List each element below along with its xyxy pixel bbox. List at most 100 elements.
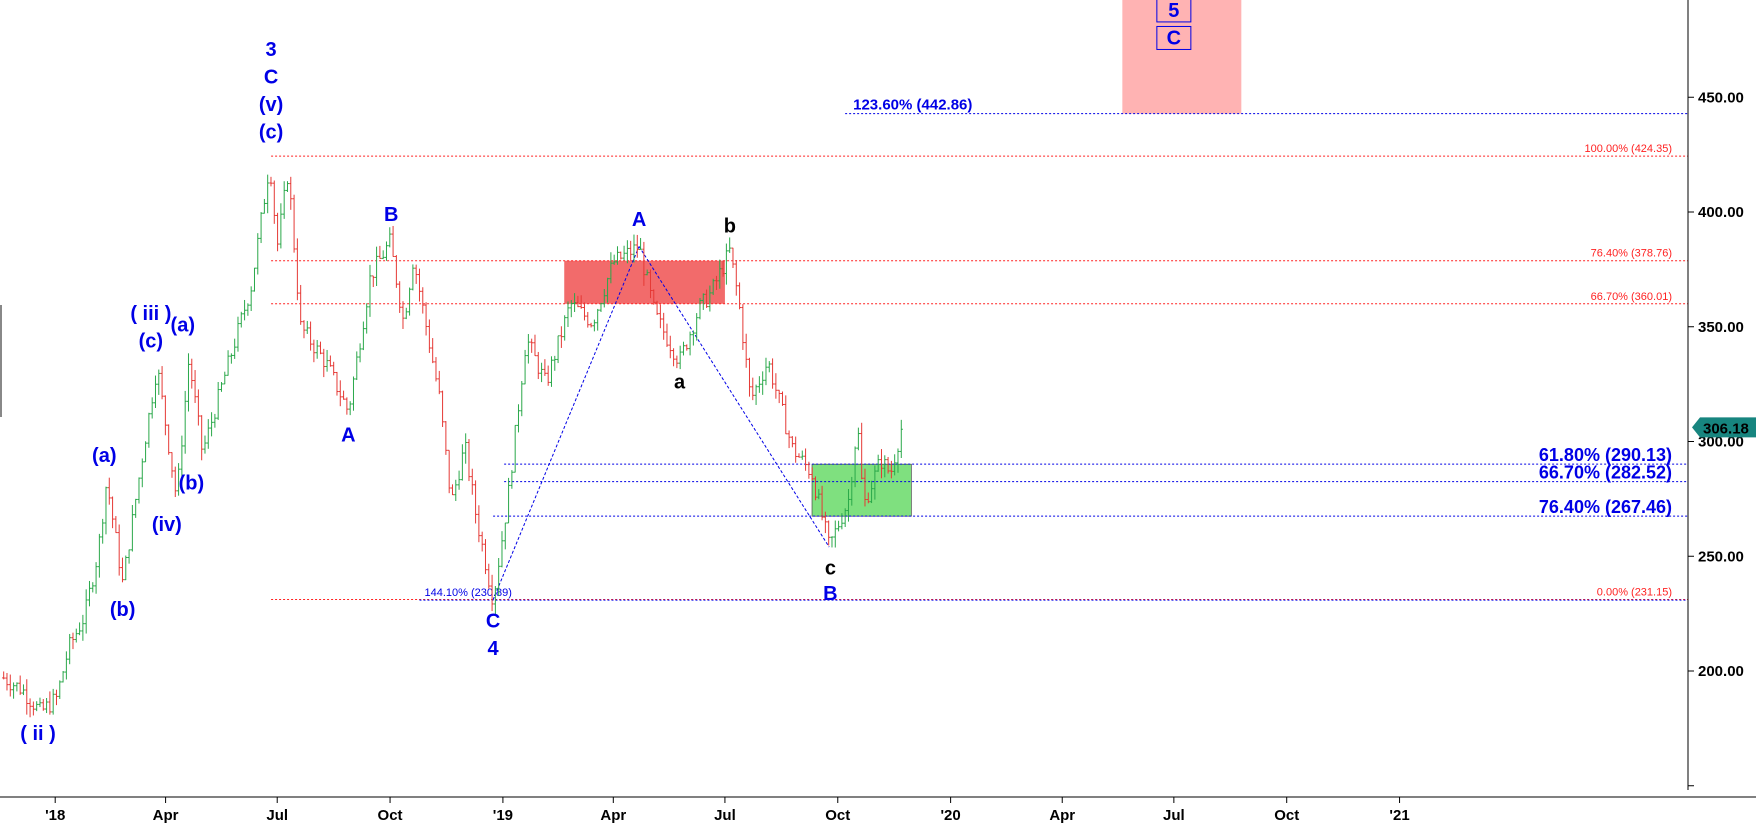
price-bar [652,289,656,305]
wave-labels: 3 C (v) (c) ( iii ) (c) (a) (a) (b) (iv) (b) ( ii )… [20,0,1192,745]
x-tick-label: Jul [266,807,288,824]
price-bar [361,321,365,351]
price-bar [41,698,45,711]
price-bar [695,313,699,341]
price-bar [543,359,547,376]
price-bar [556,335,560,364]
price-bar [704,289,709,308]
price-bar [784,395,788,435]
price-bar [787,430,791,449]
price-bar [388,227,392,248]
price-bar [790,436,794,448]
price-bar [803,448,808,471]
price-bar [678,345,682,370]
price-bar [526,334,530,364]
price-bar [378,245,382,259]
price-bar [889,460,893,479]
price-bar [869,480,874,504]
price-bar [97,533,101,578]
price-bar [368,264,372,317]
price-bar [559,326,563,348]
price-bar [308,321,313,351]
price-bar [586,311,590,328]
price-bar [107,477,111,505]
wave-label: A [632,209,646,231]
price-bar [305,320,309,334]
price-bar [153,375,158,408]
price-bar [737,282,742,310]
price-bar [833,520,837,548]
price-bar [170,452,174,478]
price-bar [510,470,514,489]
price-bar [520,381,524,417]
price-bar [374,246,379,286]
price-bar [582,302,587,321]
price-bar [797,453,801,458]
price-bar [566,301,570,327]
price-bar [490,574,494,612]
price-bar [893,454,897,476]
price-bar [226,350,230,376]
price-bar [206,419,210,449]
price-bar [477,505,481,543]
wave-label: B [384,204,398,226]
price-bar [533,334,537,357]
price-bar [134,498,138,518]
price-bar [358,343,362,363]
price-bar [450,484,455,496]
price-bar [190,358,194,389]
y-tick-label: 300.00 [1698,434,1744,451]
wave-label: (c) [259,122,283,144]
price-bar [599,302,603,312]
price-bar [417,268,422,302]
price-bar [800,450,804,460]
price-bar [2,671,6,680]
price-bar [384,241,389,261]
price-bar [421,287,425,314]
price-bar [242,299,247,321]
price-bar [404,307,408,320]
price-bar [724,243,728,285]
price-bar [671,348,676,367]
fib-level-label: 66.70% (360.01) [1591,291,1672,303]
fib-level-label: 123.60% (442.86) [853,97,972,114]
price-bar [711,278,715,296]
price-bar [176,463,181,496]
price-bar [619,251,623,260]
price-bar [879,449,884,479]
price-bar [18,675,22,695]
price-bar [447,449,451,494]
price-bar [605,277,610,303]
price-bar [407,287,412,316]
price-bar [734,260,738,296]
zone-2 [1122,0,1242,114]
wave-label-box [1156,25,1192,50]
wave-label: (b) [110,599,136,621]
price-bar [609,252,613,284]
price-bar [160,366,164,400]
price-bar [625,240,629,264]
price-bar [493,586,497,615]
wave-label: c [825,558,836,580]
y-tick-label: 250.00 [1698,548,1744,565]
price-bar [279,203,283,249]
price-bar [553,355,557,371]
price-bars [2,174,903,718]
price-bar [338,380,342,407]
price-bar [549,356,554,387]
price-bar [249,286,253,312]
price-bar [117,524,121,576]
zones [564,0,1242,517]
price-bar [546,365,550,386]
price-bar [853,446,857,488]
price-bar [236,316,240,352]
left-edge-marker [0,305,2,417]
price-bar [315,339,319,359]
price-bar [219,381,224,392]
price-bar [728,237,732,253]
fib-level-label: 61.80% (290.13) [1539,445,1672,465]
trendline [638,246,830,548]
price-bar [5,672,9,691]
price-bar [77,622,82,636]
